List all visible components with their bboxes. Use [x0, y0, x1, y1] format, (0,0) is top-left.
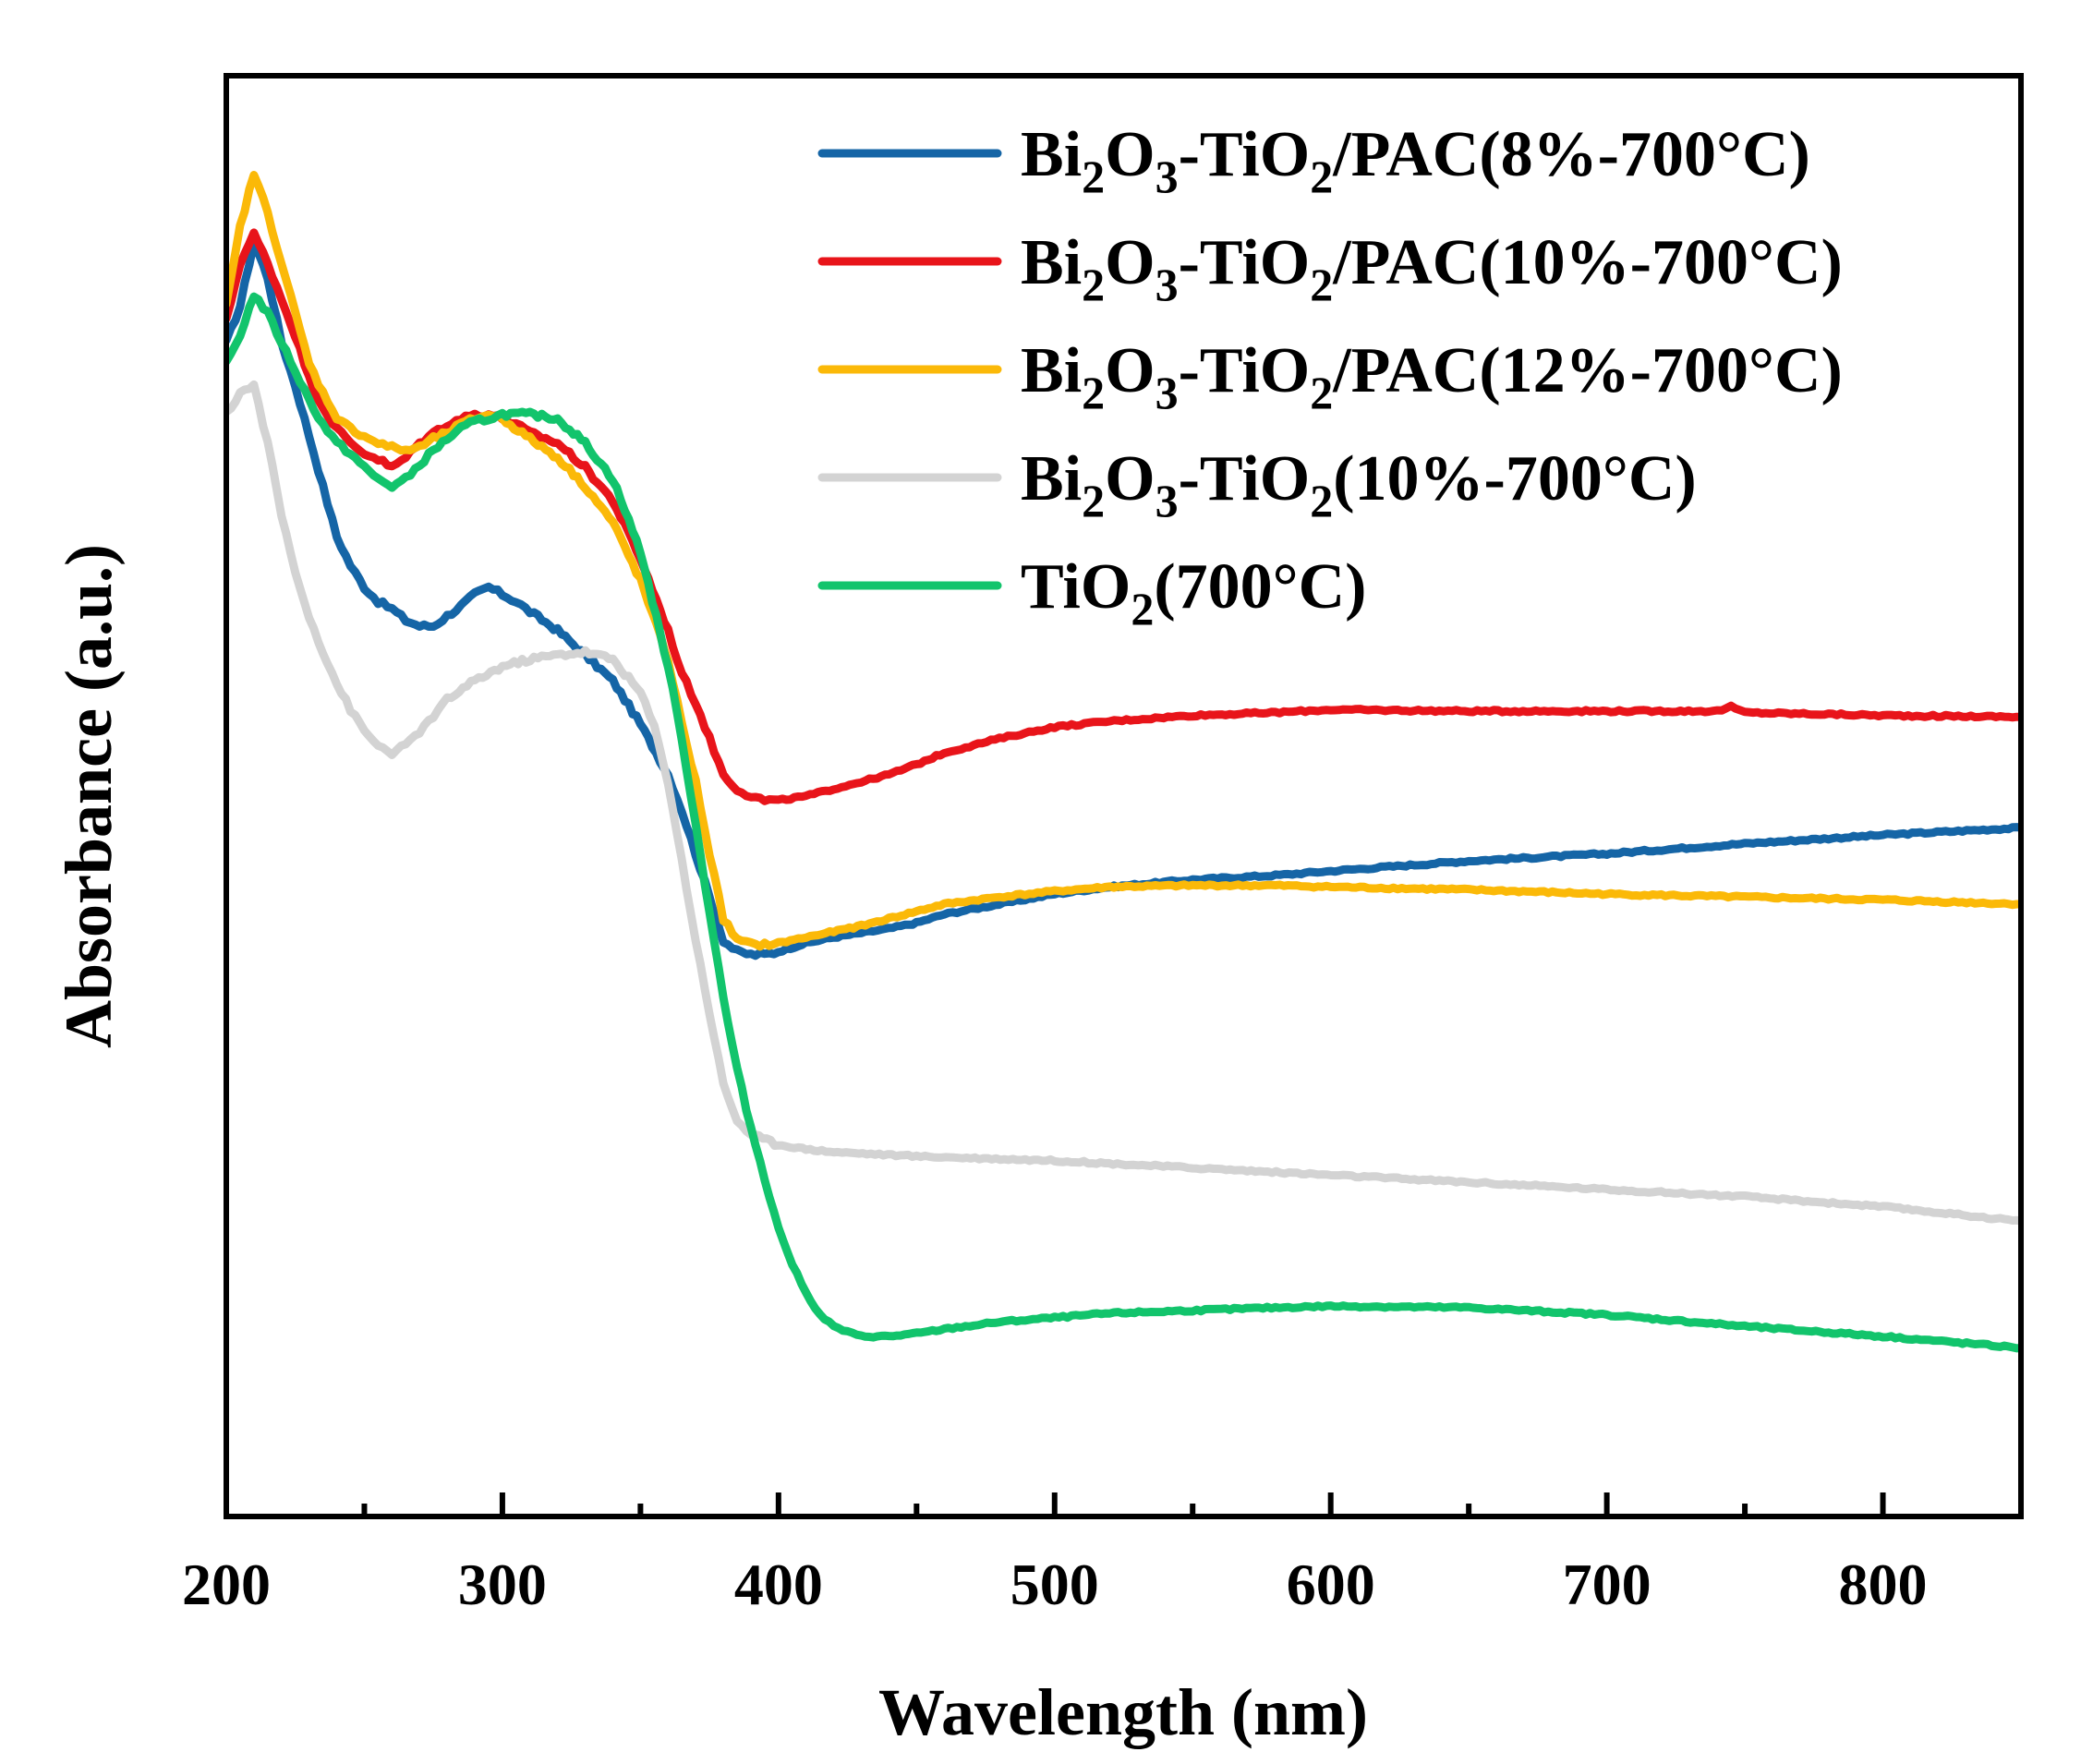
legend-text-part: Bi: [1021, 119, 1082, 190]
legend-subscript: 2: [1310, 151, 1333, 202]
legend-text-part: /PAC(12%-700°C): [1332, 335, 1843, 406]
legend-text-part: -TiO: [1179, 227, 1311, 298]
legend-text-part: O: [1105, 335, 1155, 406]
legend-label-5: TiO2(700°C): [1021, 551, 1367, 634]
x-tick-label-6: 700: [1563, 1552, 1651, 1617]
legend-subscript: 2: [1082, 151, 1105, 202]
x-tick-label-1: 200: [182, 1552, 271, 1617]
legend-text-part: Bi: [1021, 335, 1082, 406]
x-axis-title: Wavelength (nm): [878, 1675, 1368, 1749]
legend-label-2: Bi2O3-TiO2/PAC(10%-700°C): [1021, 227, 1843, 310]
legend: Bi2O3-TiO2/PAC(8%-700°C)Bi2O3-TiO2/PAC(1…: [817, 119, 1843, 634]
series-layer: [226, 171, 2021, 1353]
legend-text-part: Bi: [1021, 227, 1082, 298]
legend-subscript: 2: [1310, 367, 1333, 418]
y-axis-title: Absorbance (a.u.): [52, 544, 126, 1048]
x-tick-label-2: 300: [458, 1552, 547, 1617]
legend-label-1: Bi2O3-TiO2/PAC(8%-700°C): [1021, 119, 1810, 202]
legend-subscript: 3: [1155, 367, 1179, 418]
legend-label-3: Bi2O3-TiO2/PAC(12%-700°C): [1021, 335, 1843, 418]
x-tick-label-7: 800: [1839, 1552, 1928, 1617]
x-axis-ticks: [361, 1492, 1886, 1516]
x-axis-tick-labels: 200 300 400 500 600 700 800: [182, 1552, 1928, 1617]
legend-subscript: 3: [1155, 475, 1179, 526]
x-tick-label-3: 400: [734, 1552, 823, 1617]
x-tick-label-5: 600: [1287, 1552, 1375, 1617]
x-tick-label-4: 500: [1010, 1552, 1099, 1617]
legend-text-part: /PAC(10%-700°C): [1332, 227, 1843, 298]
legend-text-part: -TiO: [1179, 335, 1311, 406]
series-line-2: [226, 228, 2021, 805]
legend-subscript: 3: [1155, 151, 1179, 202]
legend-subscript: 3: [1155, 259, 1179, 310]
legend-subscript: 2: [1310, 475, 1333, 526]
legend-subscript: 2: [1082, 367, 1105, 418]
legend-text-part: Bi: [1021, 443, 1082, 514]
legend-text-part: -TiO: [1179, 443, 1311, 514]
legend-text-part: O: [1105, 227, 1155, 298]
legend-subscript: 2: [1310, 259, 1333, 310]
legend-text-part: O: [1105, 443, 1155, 514]
legend-subscript: 2: [1131, 583, 1154, 634]
legend-label-4: Bi2O3-TiO2(10%-700°C): [1021, 443, 1697, 526]
legend-text-part: -TiO: [1179, 119, 1311, 190]
series-line-4: [226, 380, 2021, 1226]
legend-text-part: (10%-700°C): [1333, 443, 1696, 514]
series-line-5: [226, 292, 2021, 1353]
legend-text-part: O: [1105, 119, 1155, 190]
plot-frame: [224, 73, 2024, 1519]
legend-subscript: 2: [1082, 259, 1105, 310]
series-line-3: [226, 171, 2021, 951]
legend-text-part: TiO: [1021, 551, 1131, 622]
legend-subscript: 2: [1082, 475, 1105, 526]
legend-text-part: (700°C): [1154, 551, 1366, 622]
legend-text-part: /PAC(8%-700°C): [1332, 119, 1810, 190]
